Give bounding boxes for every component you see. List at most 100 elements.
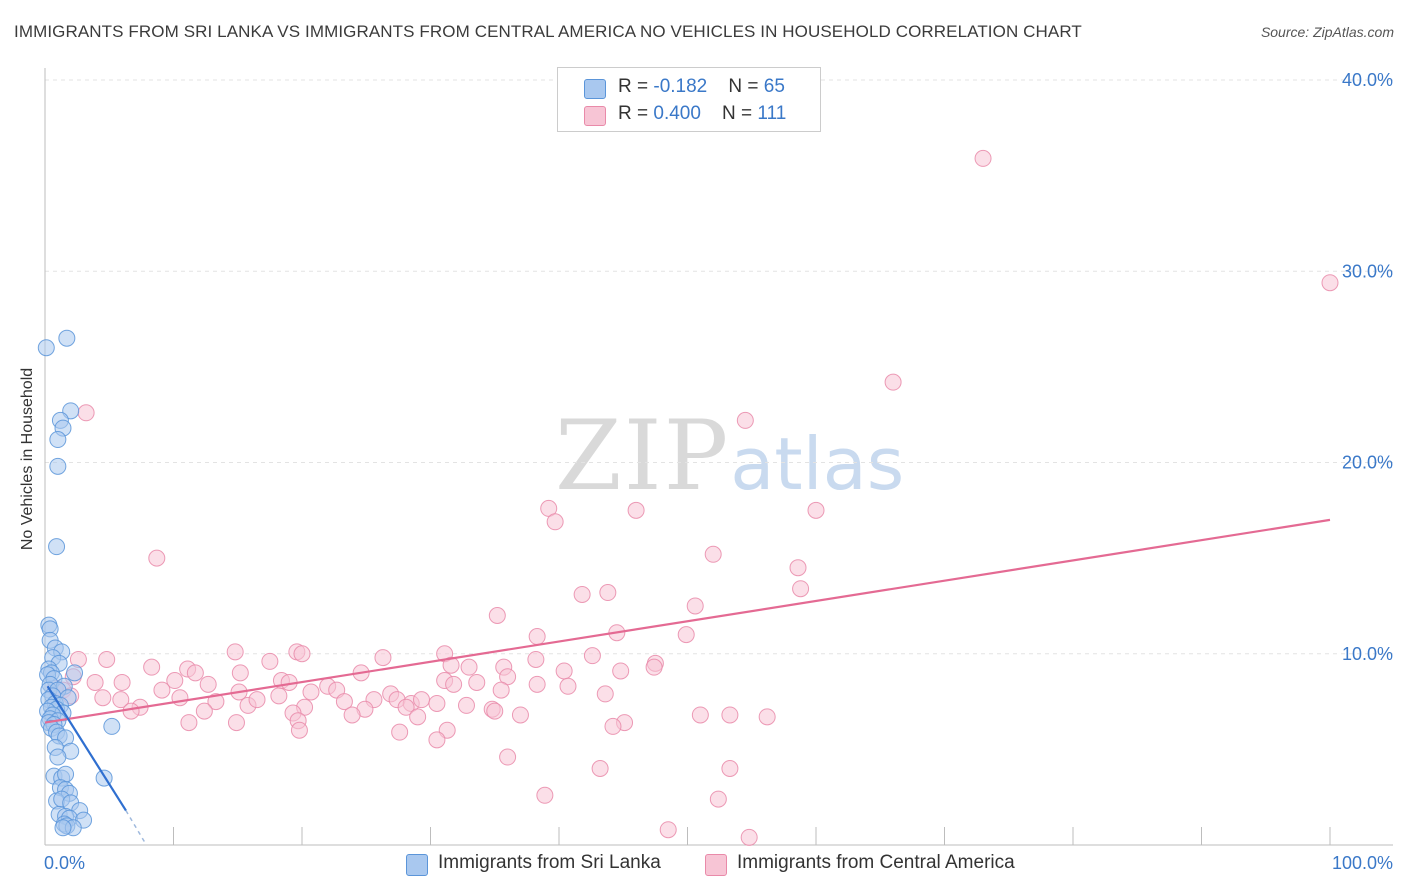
central-america-point <box>511 706 529 724</box>
central-america-point <box>290 721 308 739</box>
grid-lines <box>45 79 1393 655</box>
central-america-point <box>1321 274 1339 292</box>
central-america-point <box>112 691 130 709</box>
legend-swatch-pink <box>584 106 606 126</box>
central-america-point <box>113 673 131 691</box>
central-america-point <box>86 673 104 691</box>
central-america-point <box>704 545 722 563</box>
central-america-point <box>645 658 663 676</box>
zipatlas-watermark: ZIPatlas <box>555 400 904 512</box>
bottom-legend-swatch-blue <box>406 854 428 876</box>
central-america-point <box>596 685 614 703</box>
sri-lanka-trend-extension <box>125 810 146 844</box>
central-america-point <box>559 677 577 695</box>
central-america-point <box>884 373 902 391</box>
watermark-atlas: atlas <box>730 422 905 506</box>
central-america-point <box>199 675 217 693</box>
central-america-point <box>77 404 95 422</box>
y-tick-label: 30.0% <box>1342 261 1393 281</box>
central-america-point <box>171 689 189 707</box>
central-america-point <box>428 694 446 712</box>
central-america-trend-line <box>44 518 1331 724</box>
central-america-point <box>546 513 564 531</box>
central-america-point <box>248 691 266 709</box>
watermark-zip: ZIP <box>555 400 731 512</box>
chart-title: IMMIGRANTS FROM SRI LANKA VS IMMIGRANTS … <box>14 22 1082 41</box>
x-tick-label-max: 100.0% <box>1332 853 1393 873</box>
y-axis-label-wrap: No Vehicles in Household <box>16 300 40 620</box>
central-america-points <box>46 149 1339 846</box>
central-america-point <box>293 645 311 663</box>
central-america-point <box>261 652 279 670</box>
central-america-point <box>460 658 478 676</box>
central-america-point <box>343 706 361 724</box>
axes <box>44 68 1393 846</box>
central-america-point <box>195 702 213 720</box>
legend-swatch-blue <box>584 79 606 99</box>
central-america-point <box>599 584 617 602</box>
central-america-point <box>374 649 392 667</box>
central-america-point <box>457 696 475 714</box>
central-america-point <box>591 760 609 777</box>
central-america-point <box>758 708 776 726</box>
sri-lanka-point <box>66 664 84 682</box>
x-tick-label-min: 0.0% <box>44 853 85 873</box>
central-america-point <box>555 662 573 680</box>
bottom-legend-label-sri-lanka: Immigrants from Sri Lanka <box>438 852 661 873</box>
source-credit: Source: ZipAtlas.com <box>1260 24 1394 40</box>
central-america-point <box>721 706 739 724</box>
central-america-point <box>721 760 739 777</box>
central-america-point <box>974 149 992 167</box>
y-tick-label: 10.0% <box>1342 644 1393 664</box>
central-america-point <box>604 717 622 735</box>
central-america-point <box>226 643 244 661</box>
central-america-point <box>686 597 704 615</box>
sri-lanka-point <box>49 457 67 475</box>
sri-lanka-point <box>48 538 66 556</box>
central-america-point <box>573 585 591 603</box>
y-tick-label: 40.0% <box>1342 70 1393 90</box>
central-america-point <box>528 628 546 646</box>
central-america-point <box>397 698 415 716</box>
central-america-point <box>789 559 807 577</box>
tick-labels: 10.0% 20.0% 30.0% 40.0% 0.0% 100.0% <box>44 70 1393 873</box>
central-america-point <box>335 693 353 711</box>
sri-lanka-point <box>103 717 121 735</box>
central-america-point <box>391 723 409 741</box>
central-america-point <box>442 656 460 674</box>
central-america-point <box>536 786 554 804</box>
central-america-point <box>677 626 695 644</box>
sri-lanka-points <box>37 329 121 837</box>
central-america-point <box>740 828 758 846</box>
central-america-point <box>148 549 166 567</box>
central-america-point <box>180 714 198 732</box>
central-america-point <box>691 706 709 724</box>
correlation-legend: R = -0.182 N = 65 R = 0.400 N = 111 <box>557 67 821 132</box>
central-america-point <box>528 675 546 693</box>
y-tick-label: 20.0% <box>1342 453 1393 473</box>
sri-lanka-point <box>58 329 76 347</box>
central-america-point <box>807 501 825 519</box>
central-america-point <box>227 714 245 732</box>
central-america-point <box>627 501 645 519</box>
sri-lanka-trend-line <box>46 685 127 812</box>
legend-text-central-america: R = 0.400 N = 111 <box>618 103 787 124</box>
sri-lanka-point <box>49 431 67 449</box>
central-america-point <box>94 689 112 707</box>
central-america-point <box>270 687 288 705</box>
y-axis-label: No Vehicles in Household <box>19 367 36 551</box>
central-america-point <box>122 702 140 720</box>
central-america-point <box>583 647 601 665</box>
central-america-point <box>659 821 677 839</box>
central-america-point <box>409 708 427 726</box>
central-america-point <box>486 702 504 720</box>
central-america-point <box>207 693 225 711</box>
central-america-point <box>302 683 320 701</box>
central-america-point <box>527 650 545 668</box>
bottom-legend-label-central-america: Immigrants from Central America <box>737 852 1015 873</box>
central-america-point <box>468 673 486 691</box>
central-america-point <box>186 664 204 682</box>
bottom-legend-swatch-pink <box>705 854 727 876</box>
central-america-point <box>428 731 446 749</box>
central-america-point <box>231 664 249 682</box>
